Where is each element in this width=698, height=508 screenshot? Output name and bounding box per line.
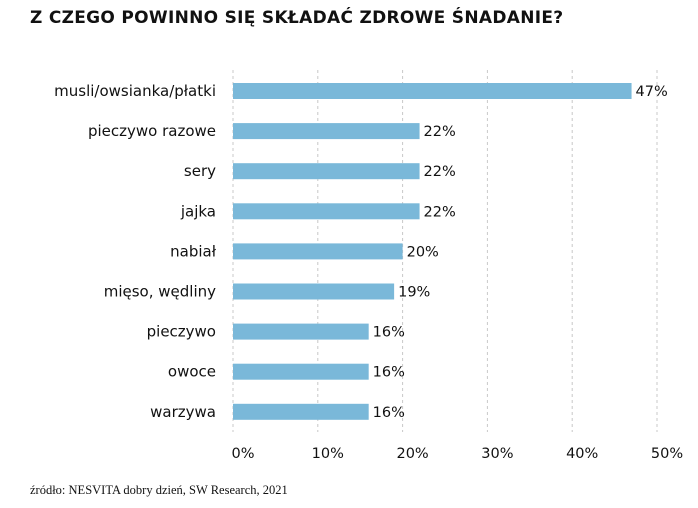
x-tick-label: 50% <box>651 446 683 462</box>
category-label: sery <box>184 162 216 180</box>
bar <box>233 163 420 180</box>
bar <box>233 403 369 420</box>
chart-title: Z CZEGO POWINNO SIĘ SKŁADAĆ ZDROWE ŚNADA… <box>30 8 564 28</box>
bars <box>233 83 632 420</box>
category-labels: musli/owsianka/płatki pieczywo razowe sery… <box>54 82 217 421</box>
value-label: 47% <box>636 84 668 100</box>
bar <box>233 323 369 340</box>
category-label: pieczywo razowe <box>88 122 216 140</box>
category-label: pieczywo <box>147 323 216 341</box>
category-label: jajka <box>180 202 216 220</box>
value-label: 22% <box>424 204 456 220</box>
x-tick-label: 0% <box>231 446 254 462</box>
category-label: warzywa <box>150 403 216 421</box>
bar <box>233 243 403 260</box>
value-label: 16% <box>373 405 405 421</box>
x-axis-ticks: 0% 10% 20% 30% 40% 50% <box>231 446 683 462</box>
bar <box>233 83 632 99</box>
category-label: nabiał <box>170 242 217 260</box>
bar <box>233 363 369 380</box>
source-note: źródło: NESVITA dobry dzień, SW Research… <box>30 483 288 497</box>
x-tick-label: 30% <box>481 446 513 462</box>
category-label: musli/owsianka/płatki <box>54 82 216 100</box>
bar <box>233 203 420 220</box>
value-label: 19% <box>398 285 430 301</box>
category-label: mięso, wędliny <box>104 283 216 301</box>
bar <box>233 283 395 300</box>
category-label: owoce <box>168 363 216 381</box>
value-labels: 47% 22% 22% 22% 20% 19% 16% 16% 16% <box>373 84 668 421</box>
value-label: 20% <box>407 244 439 260</box>
x-tick-label: 40% <box>566 446 598 462</box>
value-label: 16% <box>373 325 405 341</box>
x-tick-label: 20% <box>396 446 428 462</box>
value-label: 22% <box>424 164 456 180</box>
value-label: 22% <box>424 124 456 140</box>
bar <box>233 123 420 140</box>
x-tick-label: 10% <box>312 446 344 462</box>
value-label: 16% <box>373 365 405 381</box>
